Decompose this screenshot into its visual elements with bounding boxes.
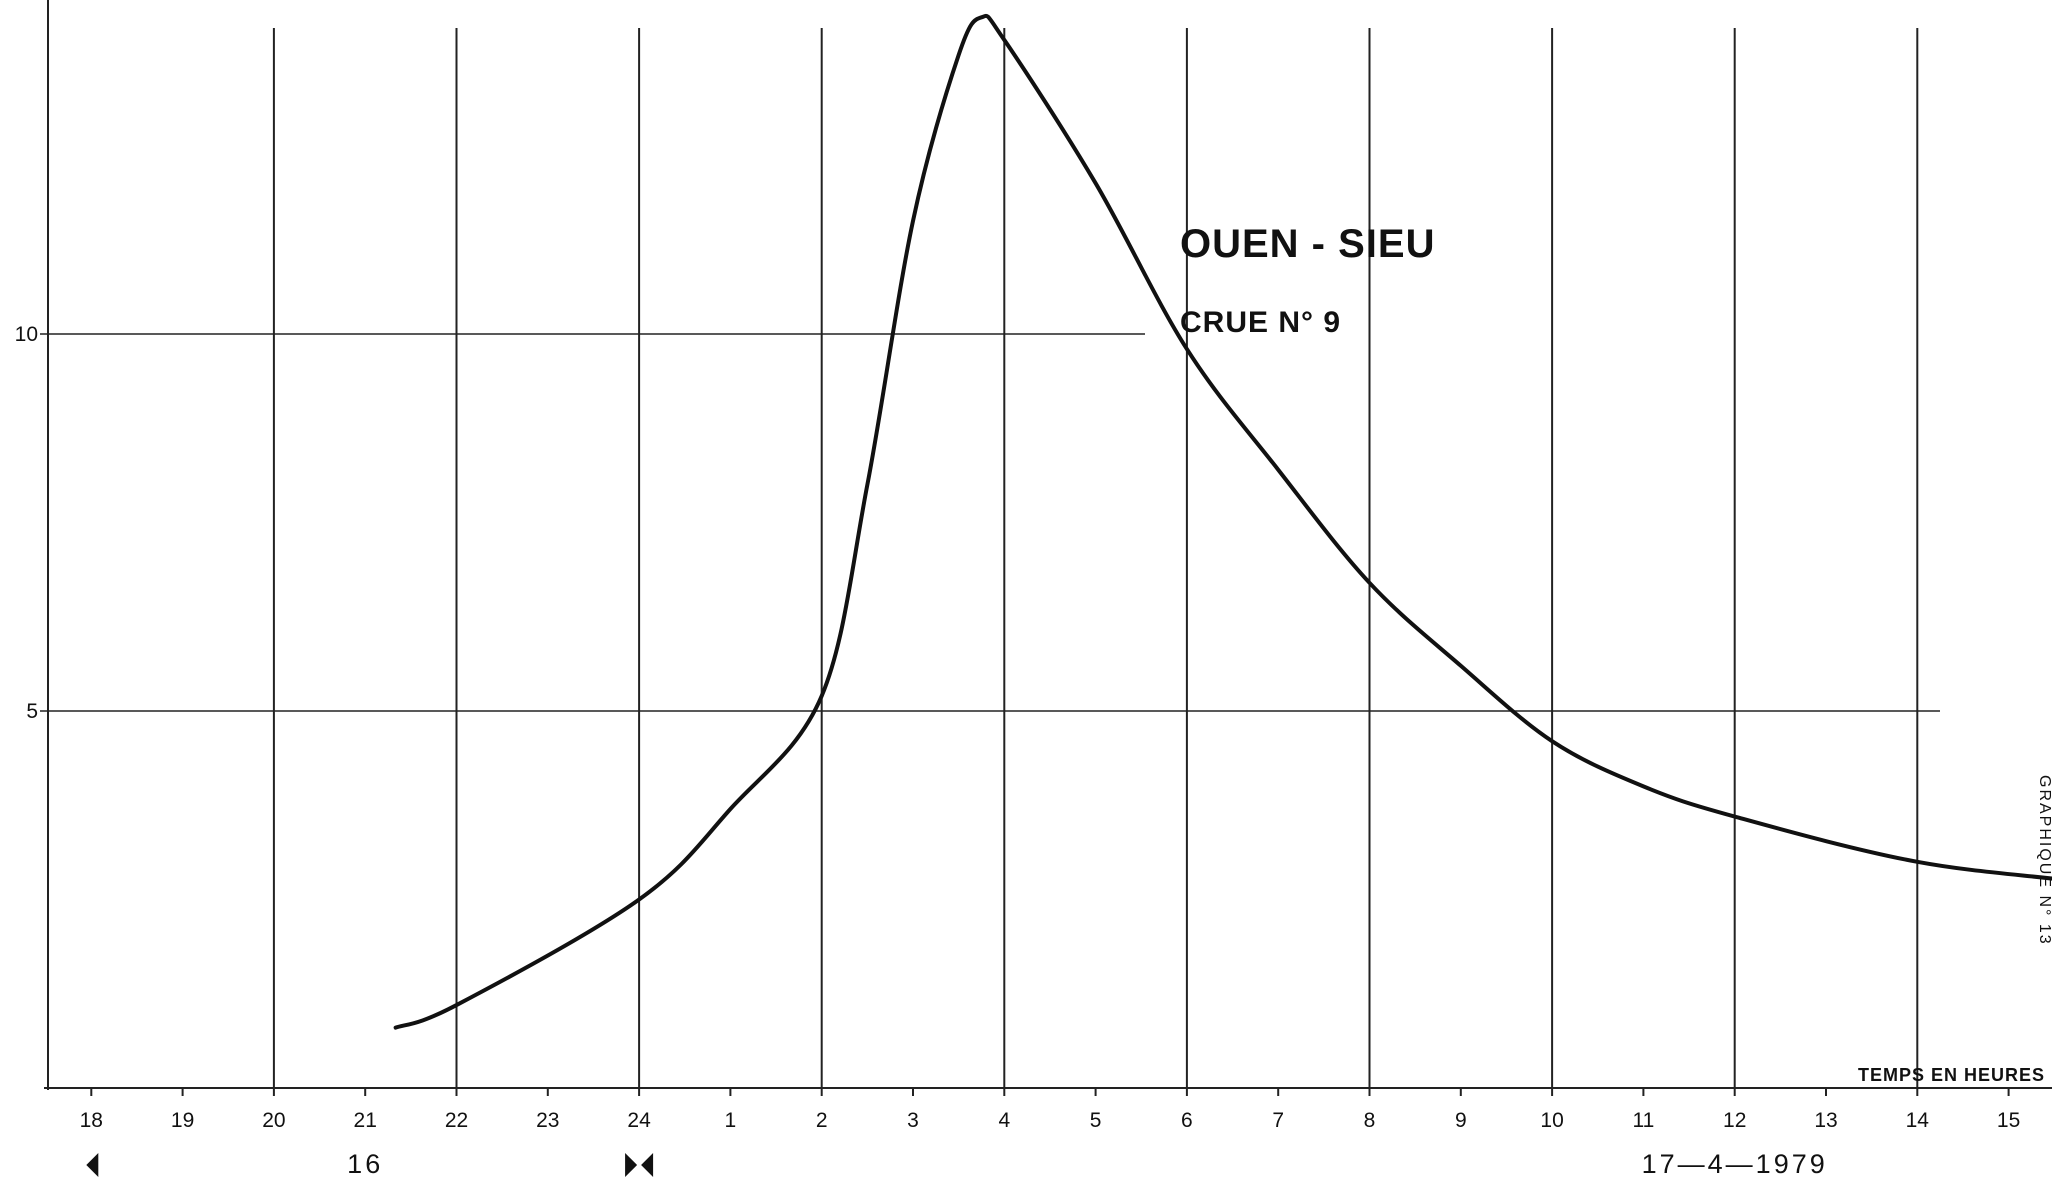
x-axis-title: TEMPS EN HEURES [1858,1065,2045,1085]
side-label: GRAPHIQUE N° 13 [2036,775,2052,946]
day-label: 16 [347,1149,383,1179]
x-tick-label: 12 [1723,1109,1746,1132]
x-tick-label: 22 [445,1109,468,1132]
x-tick-label: 14 [1906,1109,1930,1132]
x-tick-labels: 1819202122232412345678910111213141516171… [80,1109,2021,1132]
x-tick-label: 18 [80,1109,103,1132]
x-tick-label: 20 [262,1109,285,1132]
day-label: 17—4—1979 [1642,1149,1828,1179]
x-tick-label: 19 [171,1109,194,1132]
day-start-marker [641,1153,654,1177]
x-tick-label: 5 [1090,1109,1102,1132]
x-tick-label: 23 [536,1109,559,1132]
x-tick-label: 9 [1455,1109,1467,1132]
x-tick-label: 24 [627,1109,651,1132]
axes: 5 10 [15,0,2052,1096]
chart-subtitle: CRUE N° 9 [1180,306,1341,339]
x-tick-label: 1 [725,1109,737,1132]
x-tick-label: 2 [816,1109,828,1132]
x-tick-label: 15 [1997,1109,2020,1132]
x-tick-label: 4 [998,1109,1010,1132]
y-tick-label: 5 [26,700,38,723]
x-tick-label: 7 [1272,1109,1284,1132]
x-tick-label: 11 [1632,1109,1654,1132]
grid-lines [40,28,1940,1088]
x-tick-label: 10 [1540,1109,1563,1132]
x-tick-label: 13 [1814,1109,1837,1132]
x-tick-label: 6 [1181,1109,1193,1132]
chart-title: OUEN - SIEU [1180,222,1435,266]
x-tick-label: 21 [354,1109,377,1132]
x-tick-label: 3 [907,1109,919,1132]
day-end-marker [625,1153,638,1177]
day-start-marker [86,1153,99,1177]
y-tick-label: 10 [15,323,38,346]
x-tick-label: 8 [1364,1109,1376,1132]
discharge-curve [393,13,2052,1030]
